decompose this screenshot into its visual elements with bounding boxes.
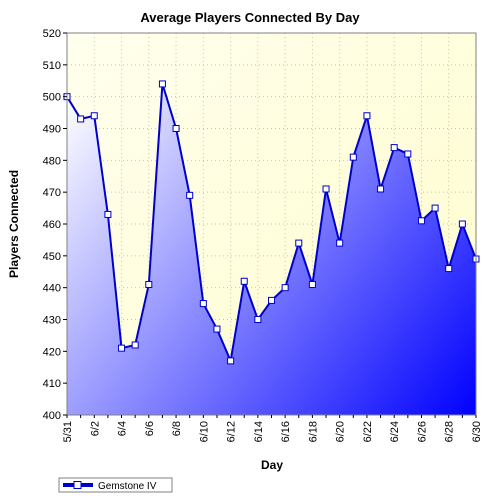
y-tick-label: 490 bbox=[43, 124, 61, 136]
y-tick-label: 400 bbox=[43, 410, 61, 422]
y-tick-label: 410 bbox=[43, 378, 61, 390]
legend: Gemstone IV bbox=[58, 477, 173, 493]
x-axis-label: Day bbox=[261, 458, 283, 472]
series-area bbox=[67, 83, 476, 415]
x-tick-label: 6/16 bbox=[280, 421, 292, 442]
data-point-6-29 bbox=[458, 220, 466, 228]
data-point-6-26 bbox=[417, 217, 425, 225]
data-point-6-4 bbox=[118, 344, 126, 352]
data-point-6-18 bbox=[308, 280, 316, 288]
data-point-6-2 bbox=[90, 112, 98, 120]
x-tick-label: 6/6 bbox=[144, 421, 156, 436]
data-point-6-1 bbox=[77, 115, 85, 123]
legend-box bbox=[58, 477, 173, 493]
y-tick-label: 450 bbox=[43, 251, 61, 263]
y-tick-label: 480 bbox=[43, 155, 61, 167]
legend-entry-gemstone-iv: Gemstone IV bbox=[98, 481, 157, 492]
data-point-6-28 bbox=[445, 265, 453, 273]
data-point-6-7 bbox=[158, 80, 166, 88]
data-point-6-23 bbox=[377, 185, 385, 193]
y-tick-label: 500 bbox=[43, 92, 61, 104]
data-point-6-27 bbox=[431, 204, 439, 212]
y-tick-label: 420 bbox=[43, 346, 61, 358]
x-tick-label: 6/4 bbox=[117, 421, 129, 436]
data-point-6-3 bbox=[104, 210, 112, 218]
data-point-6-17 bbox=[295, 239, 303, 247]
y-tick-label: 430 bbox=[43, 315, 61, 327]
x-tick-label: 6/22 bbox=[362, 421, 374, 442]
data-point-6-13 bbox=[240, 277, 248, 285]
x-axis: 5/31 6/2 6/4 6/6 6/8 6/10 6/12 6/14 6/16 6/18 6/20… bbox=[62, 415, 483, 442]
x-tick-label: 6/2 bbox=[89, 421, 101, 436]
data-point-6-22 bbox=[363, 112, 371, 120]
data-point-6-9 bbox=[186, 191, 194, 199]
y-tick-label: 510 bbox=[43, 60, 61, 72]
data-point-6-24 bbox=[390, 144, 398, 152]
x-tick-label: 6/20 bbox=[335, 421, 347, 442]
chart-title: Average Players Connected By Day bbox=[140, 10, 360, 25]
y-axis-label: Players Connected bbox=[7, 170, 21, 278]
x-tick-label: 5/31 bbox=[62, 421, 74, 442]
data-point-6-16 bbox=[281, 284, 289, 292]
x-tick-label: 6/28 bbox=[444, 421, 456, 442]
data-point-6-5 bbox=[131, 341, 139, 349]
x-tick-label: 6/26 bbox=[416, 421, 428, 442]
data-point-6-8 bbox=[172, 125, 180, 132]
x-tick-label: 6/14 bbox=[253, 421, 265, 442]
data-point-6-11 bbox=[213, 325, 221, 333]
y-tick-label: 470 bbox=[43, 187, 61, 199]
x-tick-label: 6/10 bbox=[198, 421, 210, 442]
data-point-6-6 bbox=[145, 280, 153, 288]
data-point-6-14 bbox=[254, 316, 262, 323]
x-tick-label: 6/12 bbox=[226, 421, 238, 442]
data-point-6-25 bbox=[404, 150, 412, 158]
data-point-6-21 bbox=[349, 153, 357, 161]
data-point-6-20 bbox=[336, 239, 344, 247]
x-tick-label: 6/8 bbox=[171, 421, 183, 436]
y-tick-label: 440 bbox=[43, 283, 61, 295]
x-tick-label: 6/18 bbox=[307, 421, 319, 442]
data-point-6-12 bbox=[227, 357, 235, 365]
x-tick-label: 6/30 bbox=[471, 421, 483, 442]
data-point-6-19 bbox=[322, 185, 330, 193]
data-point-6-10 bbox=[199, 300, 207, 308]
series-markers bbox=[63, 80, 480, 365]
y-axis: 400 410 420 430 440 450 460 470 480 490 500 510 520 bbox=[43, 28, 67, 422]
y-tick-label: 520 bbox=[43, 28, 61, 40]
area-fill bbox=[67, 83, 476, 415]
x-tick-label: 6/24 bbox=[389, 421, 401, 442]
y-tick-label: 460 bbox=[43, 219, 61, 231]
legend-marker-swatch bbox=[73, 481, 82, 489]
data-point-6-15 bbox=[268, 296, 275, 304]
